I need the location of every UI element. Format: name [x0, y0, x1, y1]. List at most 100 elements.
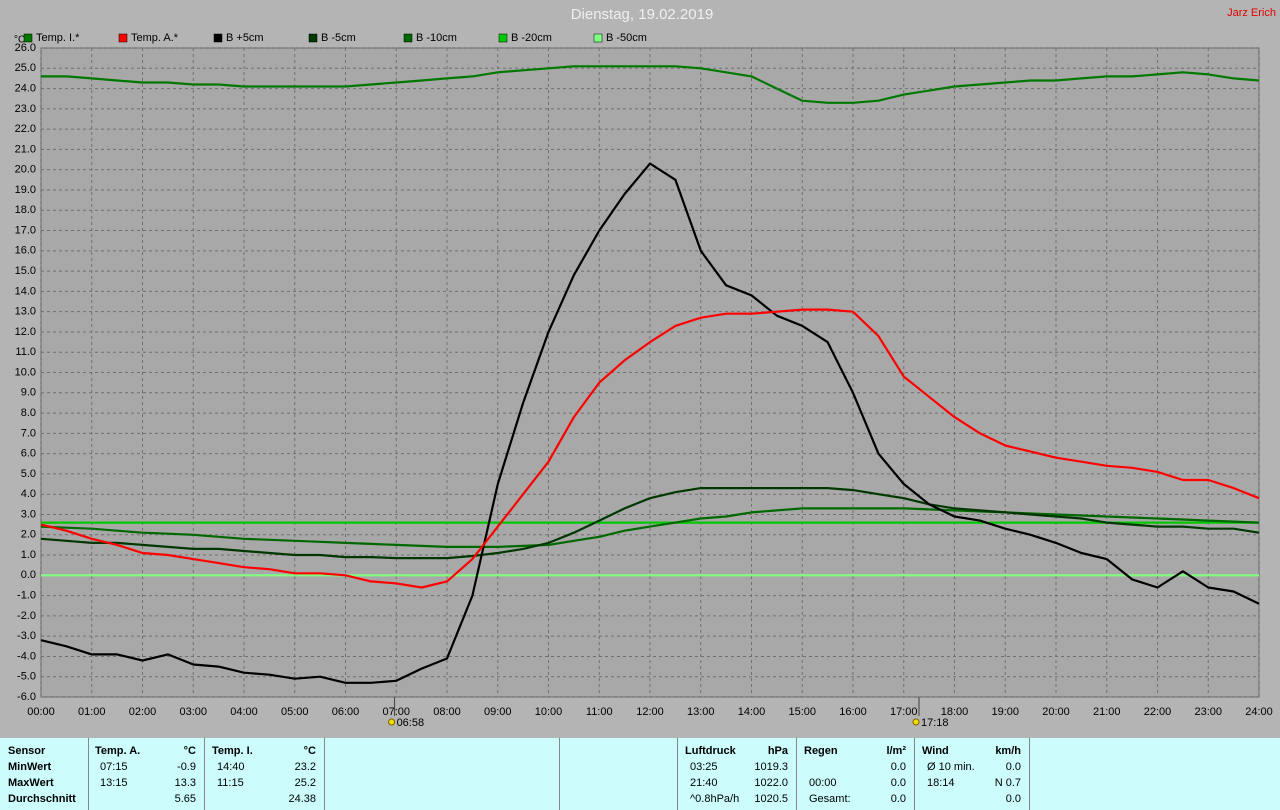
x-tick-label: 16:00 [839, 706, 867, 718]
x-tick-label: 19:00 [991, 706, 1019, 718]
stat-value: 25.2 [294, 777, 316, 789]
stat-time: 03:25 [690, 761, 718, 773]
legend-label: Temp. A.* [131, 32, 179, 44]
sensor-row: Durchschnitt [8, 793, 76, 805]
x-tick-label: 23:00 [1194, 706, 1222, 718]
stat-value: N 0.7 [994, 777, 1021, 789]
author: Jarz Erich [1227, 7, 1276, 19]
y-tick-label: 25.0 [15, 62, 36, 74]
stat-value: 0.0 [890, 777, 906, 789]
y-tick-label: 9.0 [21, 387, 36, 399]
y-tick-label: -2.0 [17, 610, 36, 622]
sun-icon [912, 718, 920, 726]
stat-time: 11:15 [217, 777, 244, 789]
sun-time: 17:18 [921, 717, 949, 729]
legend-swatch [308, 33, 318, 43]
y-axis-label: °C [14, 35, 25, 46]
y-tick-label: 5.0 [21, 468, 36, 480]
series-line [40, 507, 1260, 548]
stat-value: 24.38 [288, 793, 316, 805]
group-unit: km/h [995, 745, 1021, 757]
y-tick-label: -1.0 [17, 590, 36, 602]
stats-panel: Sensor MinWert MaxWert Durchschnitt Temp. A.… [0, 738, 1280, 810]
stat-value: 0.0 [1005, 793, 1021, 805]
y-tick-label: 13.0 [15, 306, 36, 318]
stat-value: 0.0 [890, 761, 906, 773]
stat-time: 14:40 [217, 761, 245, 773]
x-tick-label: 02:00 [129, 706, 157, 718]
stat-value: 1019.3 [754, 761, 788, 773]
y-tick-label: 24.0 [15, 82, 36, 94]
y-tick-label: 12.0 [15, 326, 36, 338]
y-tick-label: 1.0 [21, 549, 36, 561]
x-tick-label: 14:00 [738, 706, 766, 718]
legend-swatch [593, 33, 603, 43]
chart: Dienstag, 19.02.2019 Jarz Erich °C -6.0 -… [14, 5, 1276, 729]
x-tick-label: 00:00 [27, 706, 55, 718]
column-separator [797, 738, 915, 810]
y-tick-label: 4.0 [21, 488, 36, 500]
legend-swatch [498, 33, 508, 43]
sensor-header: Sensor [8, 745, 46, 757]
y-tick-label: 14.0 [15, 285, 36, 297]
column-separator [88, 738, 205, 810]
group-header: Luftdruck [685, 745, 736, 757]
sensor-row: MaxWert [8, 777, 54, 789]
group-header: Temp. I. [212, 745, 253, 757]
stat-value: 23.2 [294, 761, 316, 773]
legend-swatch [118, 33, 128, 43]
series-line [41, 65, 1260, 104]
x-tick-label: 06:00 [332, 706, 360, 718]
column-separator [560, 738, 678, 810]
legend-label: B -10cm [416, 32, 457, 44]
y-tick-label: 23.0 [15, 103, 36, 115]
stat-value: 0.0 [890, 793, 906, 805]
x-tick-label: 07:00 [382, 706, 410, 718]
y-tick-label: 8.0 [21, 407, 36, 419]
chart-title: Dienstag, 19.02.2019 [571, 6, 714, 23]
group-header: Temp. A. [95, 745, 141, 757]
stat-time: 00:00 [809, 777, 837, 789]
column-separator [0, 738, 89, 810]
x-tick-label: 13:00 [687, 706, 715, 718]
x-tick-label: 08:00 [433, 706, 461, 718]
y-tick-label: 11.0 [15, 346, 36, 358]
stat-time: 18:14 [927, 777, 955, 789]
x-tick-label: 05:00 [281, 706, 309, 718]
legend-label: Temp. I.* [36, 32, 80, 44]
x-tick-label: 04:00 [230, 706, 258, 718]
x-tick-label: 12:00 [636, 706, 664, 718]
stat-value: 5.65 [174, 793, 196, 805]
group-header: Wind [922, 745, 949, 757]
stat-value: -0.9 [177, 761, 196, 773]
legend-swatch [403, 33, 413, 43]
group-unit: °C [303, 745, 316, 757]
group-header: Regen [804, 745, 838, 757]
stat-value: 1022.0 [754, 777, 788, 789]
group-unit: °C [183, 745, 196, 757]
series-line [40, 162, 1260, 684]
y-tick-label: 10.0 [15, 366, 36, 378]
y-tick-label: 20.0 [15, 164, 36, 176]
x-tick-label: 01:00 [78, 706, 106, 718]
x-tick-label: 17:00 [890, 706, 918, 718]
legend-swatch [213, 33, 223, 43]
legend-label: B -20cm [511, 32, 552, 44]
x-tick-label: 11:00 [586, 706, 613, 718]
column-separator [205, 738, 325, 810]
x-tick-label: 03:00 [179, 706, 207, 718]
group-unit: l/m² [886, 745, 906, 757]
sun-time: 06:58 [397, 717, 425, 729]
stat-value: 1020.5 [754, 793, 788, 805]
stat-time: 07:15 [100, 761, 128, 773]
sun-icon [388, 718, 396, 726]
stat-time: Gesamt: [809, 793, 851, 805]
legend-label: B +5cm [226, 32, 264, 44]
y-tick-label: 2.0 [21, 529, 36, 541]
y-tick-label: -5.0 [17, 671, 36, 683]
legend-label: B -5cm [321, 32, 356, 44]
x-tick-label: 20:00 [1042, 706, 1070, 718]
y-tick-label: 15.0 [15, 265, 36, 277]
y-tick-label: 22.0 [15, 123, 36, 135]
